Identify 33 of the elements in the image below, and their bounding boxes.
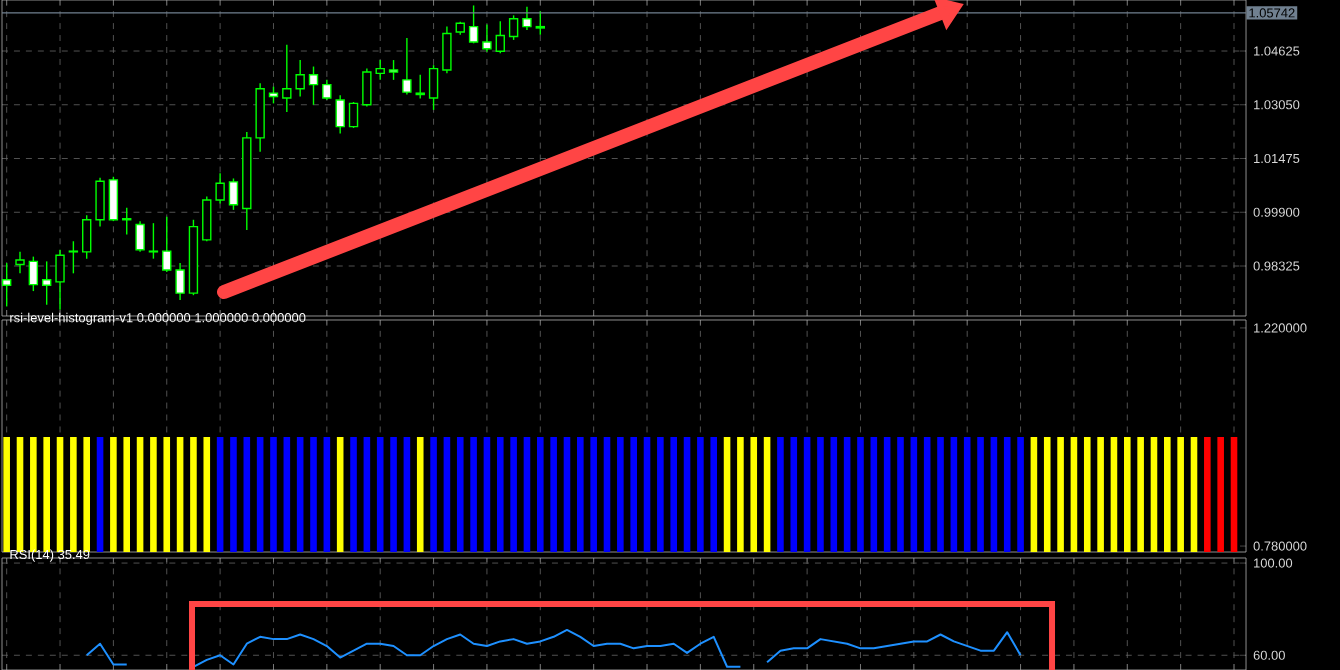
candlestick (375, 59, 385, 81)
candlestick (108, 176, 119, 222)
candlestick (508, 14, 519, 41)
candlestick (468, 4, 479, 45)
candlestick (362, 67, 372, 108)
candlestick (228, 177, 239, 211)
candlestick (202, 195, 212, 242)
candlestick (535, 10, 545, 36)
candlestick (348, 101, 359, 129)
candlestick (495, 20, 505, 54)
candlestick (162, 215, 172, 273)
candlestick (308, 65, 319, 106)
candlestick (1, 262, 12, 308)
candlestick (15, 251, 25, 275)
candlestick (41, 260, 52, 306)
candlestick (322, 79, 332, 101)
candlestick (175, 262, 185, 301)
candlestick (82, 214, 92, 260)
candlestick (55, 249, 65, 311)
candlestick (148, 222, 159, 260)
candlestick (428, 64, 439, 111)
candlestick (28, 255, 39, 292)
candlestick (95, 177, 105, 228)
candlestick (215, 172, 225, 205)
candlestick (482, 23, 492, 53)
candlestick (388, 59, 399, 81)
candlestick (402, 37, 412, 96)
candlestick (415, 74, 425, 100)
candlestick (335, 94, 345, 135)
candlestick (135, 220, 145, 253)
candlestick (442, 25, 452, 75)
candlestick (522, 6, 532, 31)
candlestick (68, 240, 79, 275)
